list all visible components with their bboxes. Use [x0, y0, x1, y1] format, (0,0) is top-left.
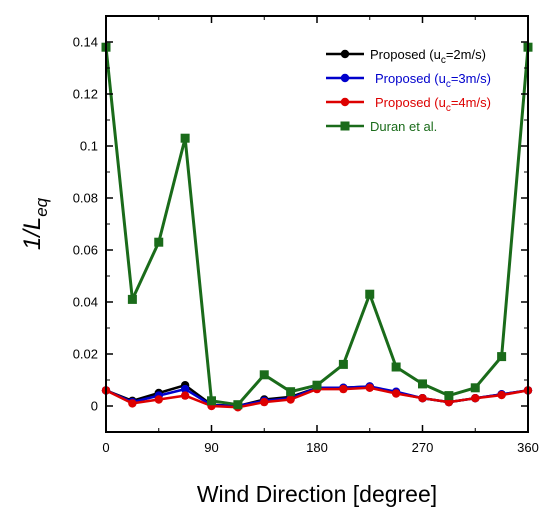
legend-label-text: Proposed (u	[370, 47, 441, 62]
series-group	[101, 42, 533, 412]
data-point	[497, 390, 506, 400]
legend-label-subscript: c	[446, 103, 451, 114]
legend-entry: Duran et al.	[326, 119, 437, 134]
axes: 0 90 180 270 360 0 0.02 0.04 0.06 0.08 0.1 0.12 0.14…	[19, 15, 539, 507]
y-axis-title-subscript: eq	[32, 197, 51, 216]
data-point	[259, 370, 269, 380]
data-point	[233, 400, 243, 410]
legend-swatch-marker	[340, 49, 350, 59]
legend-label: Proposed (uc=3m/s)	[375, 71, 491, 90]
legend-label: Proposed (uc=2m/s)	[370, 47, 486, 66]
data-point	[471, 394, 480, 403]
legend-label-suffix: =3m/s)	[451, 71, 491, 86]
data-point	[338, 359, 348, 369]
data-point	[470, 383, 480, 393]
data-point	[286, 395, 295, 404]
plot-frame	[105, 15, 529, 433]
legend-label-suffix: =2m/s)	[446, 47, 486, 62]
data-point	[180, 133, 190, 143]
y-tick-label: 0.12	[73, 87, 98, 102]
legend-label-text: Proposed (u	[375, 71, 446, 86]
data-point	[127, 294, 137, 304]
y-tick-label: 0.08	[73, 191, 98, 206]
x-tick-label: 90	[204, 440, 218, 455]
legend-label-text: Proposed (u	[375, 95, 446, 110]
x-axis-title: Wind Direction [degree]	[197, 481, 437, 507]
data-point	[260, 397, 269, 407]
legend-entry: Proposed (uc=3m/s)	[326, 71, 491, 90]
y-axis-title-base: 1/L	[19, 217, 46, 250]
data-point	[286, 387, 296, 397]
data-point	[312, 380, 322, 390]
data-point	[497, 352, 507, 362]
legend-label-text: Duran et al.	[370, 119, 437, 134]
x-tick-label: 0	[102, 440, 109, 455]
legend-label-subscript: c	[441, 55, 446, 66]
data-point	[365, 383, 374, 392]
data-point	[391, 389, 401, 398]
data-point	[418, 379, 427, 389]
y-tick-label: 0.02	[73, 347, 98, 362]
legend-label-suffix: =4m/s)	[451, 95, 491, 110]
data-point	[128, 399, 137, 408]
legend-swatch-marker	[340, 97, 350, 107]
data-point	[180, 384, 190, 394]
data-point	[154, 237, 164, 247]
x-tick-label: 360	[517, 440, 539, 455]
y-tick-label: 0	[91, 399, 98, 414]
y-tick-label: 0.14	[73, 35, 98, 50]
data-point	[339, 384, 348, 394]
legend-entry: Proposed (uc=4m/s)	[326, 95, 491, 114]
data-point	[154, 395, 163, 404]
y-tick-label: 0.04	[73, 295, 98, 310]
legend-swatch-marker	[340, 73, 350, 83]
y-axis-title: 1/Leq	[19, 197, 51, 250]
legend-entry: Proposed (uc=2m/s)	[326, 47, 486, 66]
data-point	[418, 394, 427, 403]
legend: Proposed (uc=2m/s)Proposed (uc=3m/s)Prop…	[326, 47, 491, 134]
legend-label: Duran et al.	[370, 119, 437, 134]
y-tick-label: 0.06	[73, 243, 98, 258]
data-point	[391, 362, 401, 372]
data-point	[444, 391, 454, 401]
x-tick-label: 270	[412, 440, 434, 455]
data-point	[365, 289, 375, 299]
y-tick-label: 0.1	[80, 139, 98, 154]
legend-label: Proposed (uc=4m/s)	[375, 95, 491, 114]
data-point	[180, 391, 190, 400]
x-tick-label: 180	[306, 440, 328, 455]
legend-swatch-marker	[340, 121, 350, 131]
data-point	[207, 396, 216, 406]
legend-label-subscript: c	[446, 79, 451, 90]
